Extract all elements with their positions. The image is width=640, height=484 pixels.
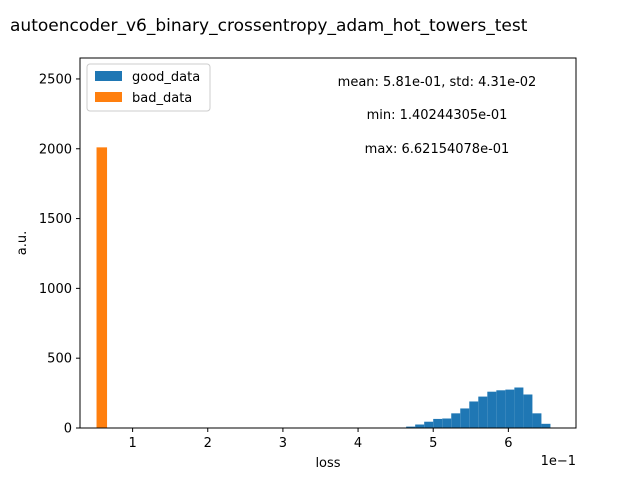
histogram-bars (97, 147, 551, 428)
bar-bad-data-0 (97, 147, 108, 428)
legend-label-good-data: good_data (132, 70, 200, 85)
bar-good-data-12 (505, 390, 514, 428)
y-tick-label-1000: 1000 (39, 282, 72, 297)
x-tick-label-4: 4 (354, 436, 362, 451)
bar-good-data-13 (514, 388, 523, 428)
bar-good-data-4 (433, 419, 442, 428)
legend-swatch-good-data (95, 71, 122, 81)
y-tick-label-2500: 2500 (39, 72, 72, 87)
x-axis-label: loss (315, 456, 340, 471)
bar-good-data-6 (451, 413, 460, 428)
x-tick-label-1: 1 (128, 436, 136, 451)
bar-good-data-10 (487, 392, 496, 428)
y-tick-label-2000: 2000 (39, 142, 72, 157)
y-axis-label: a.u. (15, 231, 30, 255)
stat-annotation-1: min: 1.40244305e-01 (367, 108, 508, 123)
stat-annotation-0: mean: 5.81e-01, std: 4.31e-02 (338, 75, 537, 90)
y-tick-label-500: 500 (47, 352, 72, 367)
legend: good_data bad_data (87, 64, 210, 111)
x-axis-offset-label: 1e−1 (541, 454, 576, 469)
bar-good-data-5 (442, 419, 451, 428)
bar-good-data-7 (460, 408, 469, 428)
y-tick-label-0: 0 (64, 422, 72, 437)
chart-title: autoencoder_v6_binary_crossentropy_adam_… (10, 16, 528, 36)
y-tick-label-1500: 1500 (39, 212, 72, 227)
bar-good-data-3 (424, 422, 433, 428)
x-tick-label-5: 5 (429, 436, 437, 451)
stats-annotations: mean: 5.81e-01, std: 4.31e-02 min: 1.4024… (338, 75, 537, 157)
bar-good-data-2 (415, 425, 424, 428)
x-tick-label-3: 3 (279, 436, 287, 451)
x-tick-label-2: 2 (204, 436, 212, 451)
bar-good-data-14 (523, 394, 532, 428)
y-axis-ticks: 0 500 1000 1500 2000 2500 (39, 72, 80, 436)
legend-label-bad-data: bad_data (132, 91, 192, 106)
bar-good-data-8 (469, 401, 478, 428)
legend-swatch-bad-data (95, 92, 122, 102)
bar-good-data-11 (496, 390, 505, 428)
x-axis-ticks: 1 2 3 4 5 6 (128, 428, 512, 451)
x-tick-label-6: 6 (504, 436, 512, 451)
bar-good-data-16 (541, 424, 550, 428)
bar-good-data-9 (478, 397, 487, 428)
stat-annotation-2: max: 6.62154078e-01 (365, 142, 510, 157)
bar-good-data-15 (532, 413, 541, 428)
